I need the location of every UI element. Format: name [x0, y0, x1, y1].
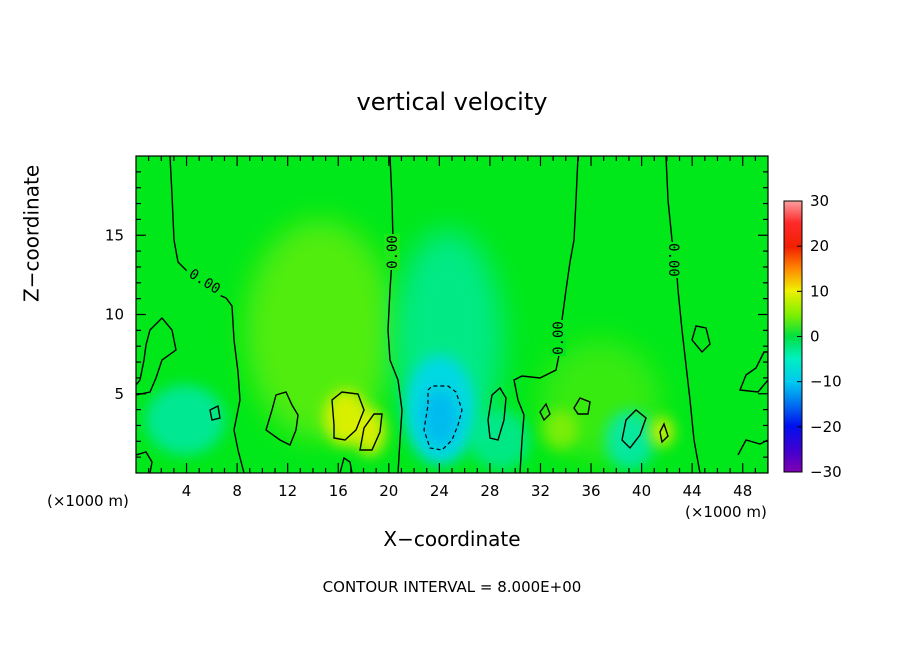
x-tick-label: 16 [329, 482, 348, 500]
contour-loop-6 [487, 386, 507, 441]
plume-cool-3 [422, 390, 458, 446]
x-tick-label: 32 [531, 482, 550, 500]
contour-loop-3 [359, 413, 383, 451]
x-axis-label: X−coordinate [383, 527, 521, 551]
x-tick-label: 4 [182, 482, 192, 500]
contour-label-2: 0.00 [385, 235, 401, 269]
x-tick-label: 44 [683, 482, 702, 500]
plume-cool-5 [470, 410, 530, 470]
colorbar-tick-label: 20 [810, 237, 829, 255]
contour-loop-15 [339, 456, 353, 473]
field-shading [136, 156, 768, 473]
colorbar-tick-label: 10 [810, 282, 829, 300]
colorbar-tick-label: 0 [810, 328, 820, 346]
x-tick-label: 40 [632, 482, 651, 500]
contour-loop-10 [659, 422, 669, 444]
contour-loop-8 [573, 397, 591, 415]
contour-line-2 [387, 156, 403, 473]
contour-loop-2 [331, 391, 365, 441]
y-axis-label: Z−coordinate [19, 164, 44, 302]
contour-interval-note: CONTOUR INTERVAL = 8.000E+00 [322, 578, 582, 596]
x-unit-left: (×1000 m) [47, 492, 129, 510]
contour-line-4 [665, 156, 701, 473]
contour-label-3: 0.00 [551, 321, 567, 355]
colorbar-tick-label: −10 [810, 373, 842, 391]
chart-title: vertical velocity [356, 88, 548, 116]
x-tick-label: 28 [480, 482, 499, 500]
x-tick-label: 12 [278, 482, 297, 500]
x-tick-label: 8 [232, 482, 242, 500]
colorbar-tick-label: −30 [810, 463, 842, 481]
contour-loop-5 [265, 391, 299, 446]
y-tick-label: 15 [105, 226, 124, 244]
contour-loop-1 [136, 316, 177, 396]
contour-loop-13 [737, 439, 768, 473]
contour-loop-7 [539, 402, 551, 422]
colorbar-ticks [797, 200, 802, 473]
colorbar-tick-label: 30 [810, 192, 829, 210]
x-tick-label: 36 [581, 482, 600, 500]
contour-loop-9 [621, 409, 647, 450]
x-tick-label: 48 [733, 482, 752, 500]
x-unit-right: (×1000 m) [685, 503, 767, 521]
plume-cool-4 [145, 385, 225, 455]
core-warm-3 [650, 417, 674, 447]
plume-cool-6 [605, 410, 655, 470]
contour-loop-12 [739, 351, 768, 393]
colorbar-tick-labels: 30 20 10 0 −10 −20 −30 [810, 192, 842, 481]
axis-ticks [136, 156, 768, 473]
y-tick-label: 10 [105, 306, 124, 324]
core-warm-4 [542, 410, 578, 450]
core-warm-2 [354, 408, 386, 456]
x-tick-label: 24 [430, 482, 449, 500]
x-tick-label: 20 [379, 482, 398, 500]
contour-loop-11 [691, 325, 711, 354]
contour-loop-4 [209, 404, 221, 421]
contours-zero [136, 156, 768, 473]
contour-label-4: 0.00 [665, 243, 681, 277]
colorbar-tick-label: −20 [810, 418, 842, 436]
contour-loop-14 [136, 451, 153, 473]
contour-line-3 [513, 156, 579, 473]
y-tick-label: 5 [114, 385, 124, 403]
plume-warm-1 [245, 220, 395, 440]
contour-line-1 [169, 156, 245, 473]
